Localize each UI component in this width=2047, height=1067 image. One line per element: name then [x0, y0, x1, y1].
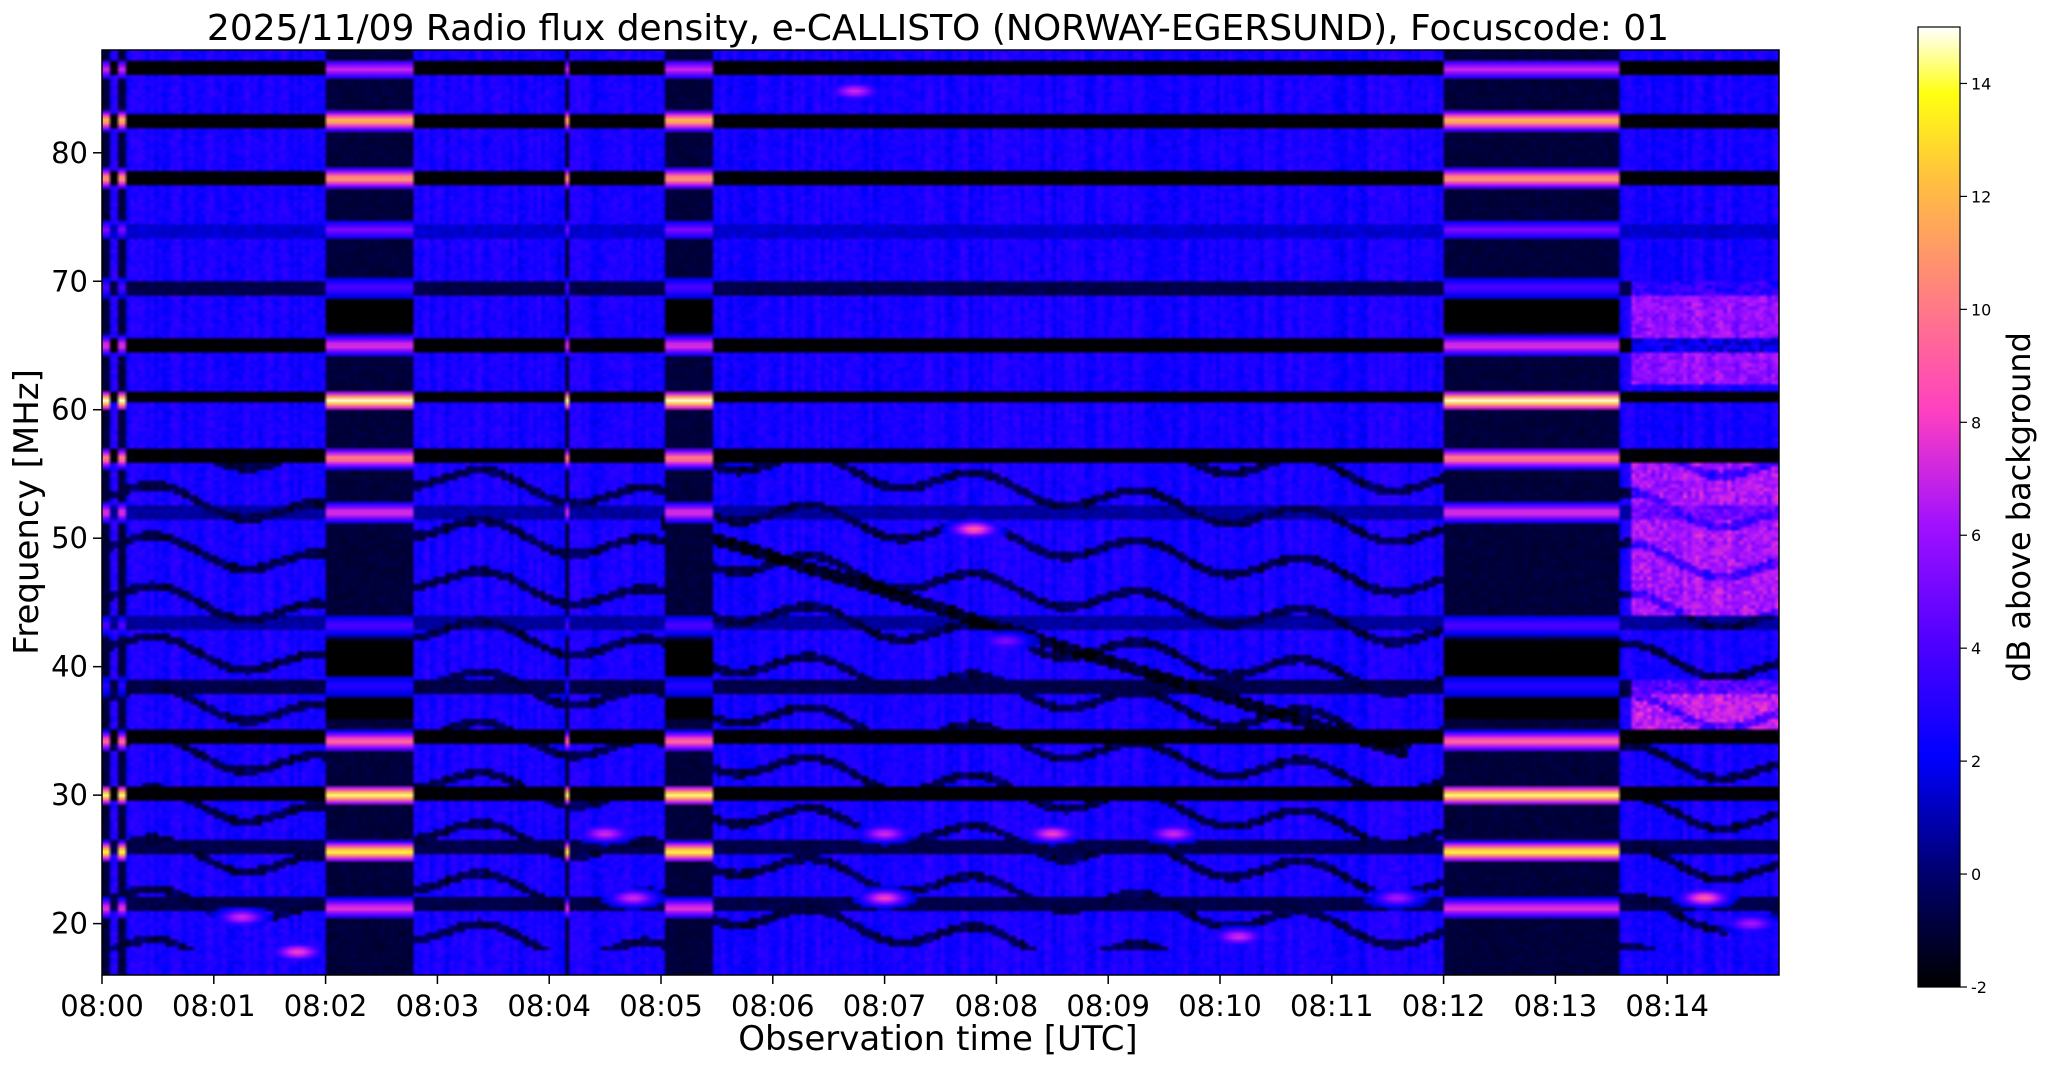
x-axis-label: Observation time [UTC] — [738, 1019, 1137, 1059]
x-tick-label: 08:03 — [396, 989, 480, 1023]
x-tick-label: 08:08 — [955, 989, 1039, 1023]
y-tick-label: 30 — [51, 778, 88, 812]
x-tick-label: 08:00 — [60, 989, 144, 1023]
spectrogram-heatmap — [102, 50, 1779, 975]
y-tick-label: 40 — [51, 650, 88, 684]
x-tick-label: 08:06 — [731, 989, 815, 1023]
x-tick-label: 08:13 — [1514, 989, 1598, 1023]
plot-frame — [101, 49, 1780, 976]
y-tick-label: 60 — [51, 393, 88, 427]
y-tick-label: 70 — [51, 264, 88, 298]
colorbar-tick-label: 4 — [1971, 639, 1981, 658]
colorbar-tick-label: 0 — [1971, 865, 1981, 884]
colorbar-tick-label: 10 — [1971, 300, 1991, 319]
colorbar-tick-label: 14 — [1971, 74, 1991, 93]
colorbar-tick-label: 8 — [1971, 413, 1981, 432]
x-axis: 08:00 08:01 08:02 08:03 08:04 08:05 08:06 08:07… — [60, 975, 1709, 1023]
y-tick-label: 80 — [51, 136, 88, 170]
colorbar-label: dB above background — [2000, 332, 2038, 682]
y-tick-label: 20 — [51, 907, 88, 941]
colorbar-ticks: -2 0 2 4 6 8 10 12 14 — [1960, 74, 1991, 997]
x-tick-label: 08:01 — [172, 989, 256, 1023]
y-tick-label: 50 — [51, 521, 88, 555]
colorbar-tick-label: -2 — [1971, 978, 1987, 997]
x-tick-label: 08:14 — [1625, 989, 1709, 1023]
y-axis: 20 30 40 50 60 70 80 — [51, 136, 102, 941]
colorbar-gradient — [1917, 26, 1961, 988]
colorbar-tick-label: 12 — [1971, 187, 1991, 206]
x-tick-label: 08:02 — [284, 989, 368, 1023]
plot-area — [101, 49, 1780, 976]
x-tick-label: 08:12 — [1402, 989, 1486, 1023]
colorbar-tick-label: 2 — [1971, 752, 1981, 771]
x-tick-label: 08:11 — [1290, 989, 1374, 1023]
chart-title: 2025/11/09 Radio flux density, e-CALLIST… — [207, 8, 1669, 49]
colorbar: -2 0 2 4 6 8 10 12 14 dB above background — [1917, 26, 2038, 997]
x-tick-label: 08:07 — [843, 989, 927, 1023]
x-tick-label: 08:10 — [1178, 989, 1262, 1023]
x-tick-label: 08:04 — [507, 989, 591, 1023]
y-axis-label: Frequency [MHz] — [7, 369, 47, 655]
x-tick-label: 08:09 — [1066, 989, 1150, 1023]
x-tick-label: 08:05 — [619, 989, 703, 1023]
colorbar-tick-label: 6 — [1971, 526, 1981, 545]
